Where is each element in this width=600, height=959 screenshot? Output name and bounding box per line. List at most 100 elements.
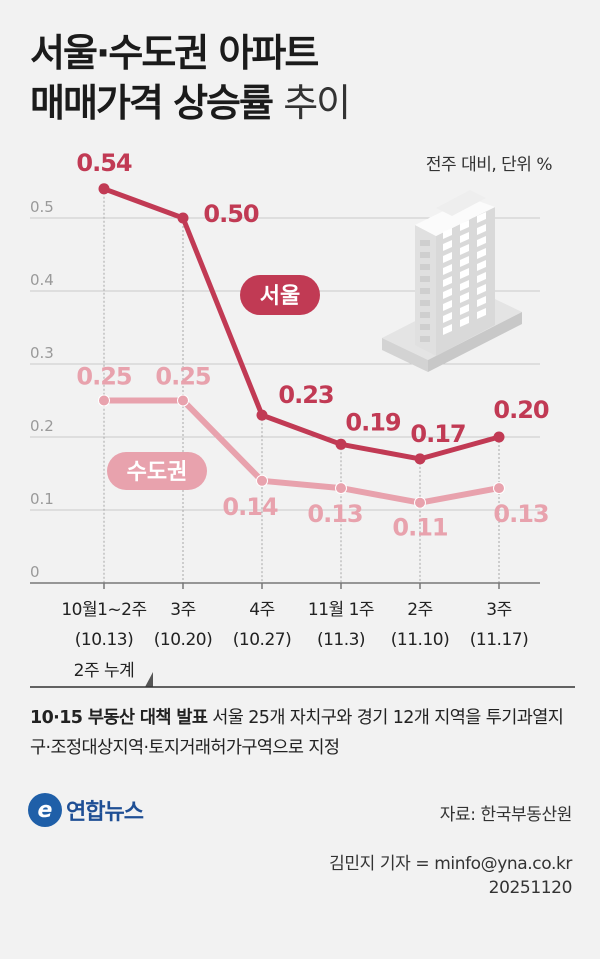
metro-point (414, 496, 426, 509)
metro-point (256, 474, 268, 487)
building-window (443, 288, 452, 299)
building-window (460, 244, 469, 255)
building-window (443, 240, 452, 251)
seoul-series-tag: 서울 (240, 275, 320, 315)
metro-data-label: 0.25 (155, 363, 211, 391)
building-window (420, 324, 430, 330)
metro-data-label: 0.13 (493, 500, 548, 528)
seoul-data-label: 0.17 (410, 420, 465, 448)
x-tick-date: (10.20) (154, 630, 212, 650)
x-tick-label: 4주 (249, 600, 274, 620)
x-tick-label: 3주 (486, 600, 511, 620)
building-window (420, 276, 430, 282)
seoul-point (98, 183, 110, 195)
building-window (443, 264, 452, 275)
building-window (420, 264, 430, 270)
yonhap-logo-text: 연합뉴스 (66, 800, 144, 825)
source-label: 자료: 한국부동산원 (439, 805, 573, 825)
seoul-data-label: 0.20 (493, 396, 549, 424)
seoul-point (414, 453, 426, 465)
building-window (477, 284, 486, 295)
x-tick-label: 11월 1주 (308, 600, 374, 620)
seoul-point (177, 212, 189, 224)
seoul-data-label: 0.54 (76, 149, 132, 177)
metro-data-label: 0.25 (76, 363, 132, 391)
metro-line (101, 397, 502, 506)
building-window (460, 268, 469, 279)
building-illustration (382, 190, 522, 372)
publish-date: 20251120 (488, 878, 573, 898)
seoul-tag-pill (240, 275, 320, 315)
metro-tag-label: 수도권 (127, 460, 188, 485)
x-tick-date: (11.3) (317, 630, 365, 650)
metro-point (98, 394, 110, 407)
seoul-data-label: 0.19 (345, 408, 401, 436)
building-window (460, 256, 469, 267)
x-tick-date: (10.13) (75, 630, 133, 650)
y-tick-label: 0.3 (30, 344, 54, 362)
building-window (420, 300, 430, 306)
line-chart: 0 0.1 0.2 0.3 0.4 0.5 0.54 0.50 0.23 0.19 0.17 0.2… (30, 149, 575, 688)
seoul-data-label: 0.23 (278, 381, 333, 409)
building-window (477, 212, 486, 223)
building-window (460, 232, 469, 243)
chart-title: 서울·수도권 아파트 매매가격 상승률 추이 (30, 28, 351, 128)
y-tick-label: 0.4 (30, 271, 54, 289)
building-window (460, 304, 469, 315)
seoul-point (335, 438, 347, 450)
building-window (420, 288, 430, 294)
seoul-tag-label: 서울 (260, 284, 300, 309)
credit: 김민지 기자 = minfo@yna.co.kr 20251120 (329, 852, 572, 900)
yonhap-logo: e 연합뉴스 (28, 790, 144, 830)
y-tick-label: 0 (30, 563, 40, 581)
title-line-2-light: 추이 (283, 81, 351, 125)
building-window (420, 252, 430, 258)
building-window (460, 316, 469, 327)
building-window (443, 312, 452, 323)
seoul-line (101, 186, 502, 462)
building-window (460, 220, 469, 231)
building-window (443, 228, 452, 239)
building-window (477, 308, 486, 319)
building-window (477, 296, 486, 307)
note-pointer-icon (145, 672, 153, 687)
title-line-1: 서울·수도권 아파트 (30, 31, 319, 75)
metro-point (335, 482, 347, 495)
x-tick-date: (11.17) (470, 630, 528, 650)
y-tick-label: 0.5 (30, 198, 54, 216)
metro-point (177, 394, 189, 407)
building-window (477, 236, 486, 247)
metro-tag-pill (107, 452, 207, 490)
metro-data-label: 0.14 (222, 493, 278, 521)
x-tick-label: 10월1~2주 (61, 600, 146, 620)
building-window (460, 280, 469, 291)
building-window (477, 272, 486, 283)
policy-note-title: 10·15 부동산 대책 발표 (30, 708, 208, 728)
metro-point (493, 482, 505, 495)
building-window (443, 252, 452, 263)
x-tick-date: (10.27) (233, 630, 291, 650)
policy-note: 10·15 부동산 대책 발표 서울 25개 자치구와 경기 12개 지역을 투… (30, 703, 575, 763)
x-tick-label: 2주 (407, 600, 432, 620)
building-window (477, 224, 486, 235)
x-tick-label: 3주 (170, 600, 195, 620)
policy-note-text: 서울 25개 자치구와 경기 12개 지역을 투기과열지구·조정대상지역·토지거… (30, 708, 564, 758)
grid-lines: 0 0.1 0.2 0.3 0.4 0.5 (30, 188, 540, 583)
yonhap-logo-icon: e (28, 793, 62, 827)
building-window (477, 260, 486, 271)
building-window (443, 300, 452, 311)
seoul-point (493, 431, 505, 443)
building-window (420, 312, 430, 318)
first-category-note: 2주 누계 (74, 661, 135, 681)
building-window (477, 248, 486, 259)
y-tick-label: 0.2 (30, 417, 54, 435)
building-window (420, 336, 430, 342)
title-line-2: 매매가격 상승률 추이 (30, 78, 351, 128)
seoul-data-label: 0.50 (203, 200, 259, 228)
building-window (443, 324, 452, 335)
title-line-2-bold: 매매가격 상승률 (30, 81, 274, 125)
metro-series-tag: 수도권 (107, 452, 207, 490)
building-window (420, 240, 430, 246)
series-lines: 0.54 0.50 0.23 0.19 0.17 0.20 0.25 0.25 0.14 0.13… (76, 149, 550, 542)
unit-label: 전주 대비, 단위 % (425, 155, 553, 175)
